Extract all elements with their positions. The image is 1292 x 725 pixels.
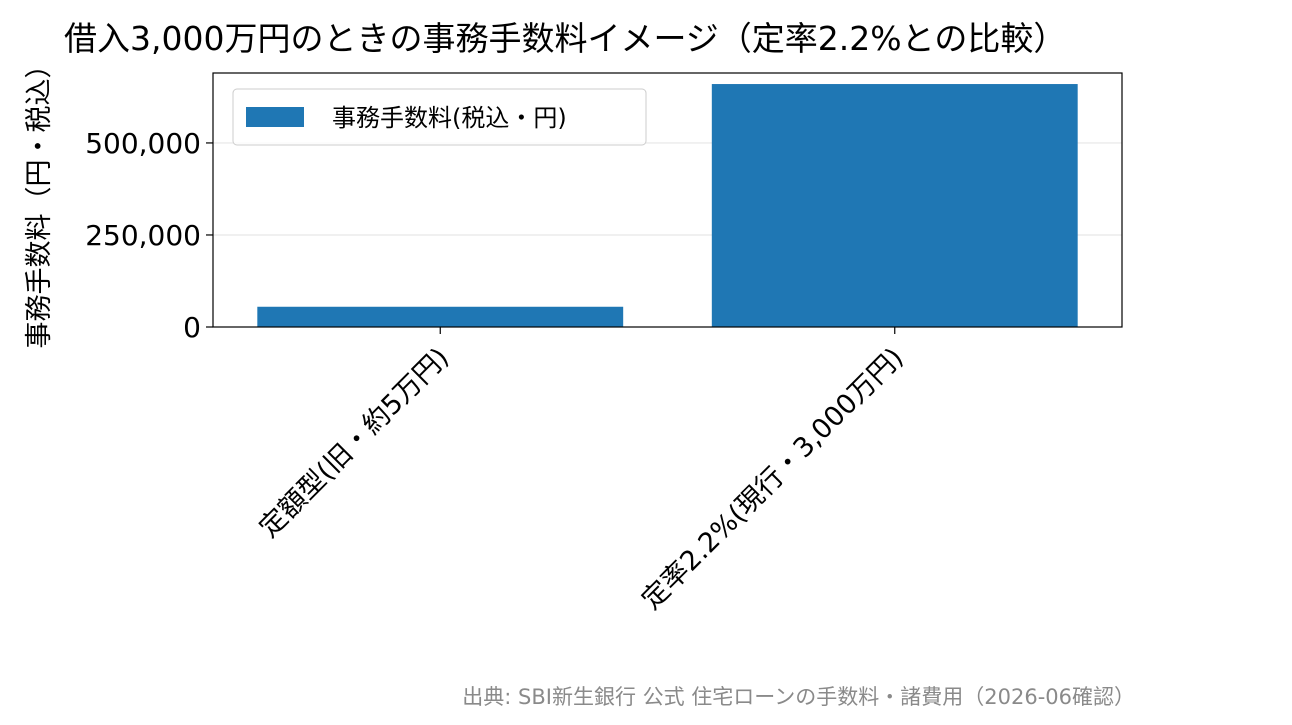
y-tick-label: 0 (183, 311, 201, 344)
x-tick-label: 定額型(旧・約5万円) (253, 342, 455, 544)
legend-frame (232, 88, 647, 146)
bar (257, 306, 624, 327)
legend: 事務手数料(税込・円) (232, 88, 647, 146)
y-tick-label: 500,000 (85, 127, 201, 160)
legend-entry: 事務手数料(税込・円) (332, 104, 567, 132)
bars (257, 84, 1078, 327)
source-note: 出典: SBI新生銀行 公式 住宅ローンの手数料・諸費用（2026-06確認） (462, 685, 1135, 709)
chart-title: 借入3,000万円のときの事務手数料イメージ（定率2.2%との比較） (64, 19, 1066, 58)
y-axis-label: 事務手数料（円・税込） (24, 52, 55, 349)
x-axis-ticks: 定額型(旧・約5万円) 定率2.2%(現行・3,000万円) (253, 327, 910, 616)
bar (711, 84, 1078, 327)
x-tick-label: 定率2.2%(現行・3,000万円) (636, 342, 910, 616)
plot-frame (212, 72, 1123, 328)
legend-swatch (246, 107, 304, 127)
y-axis-ticks: 0 250,000 500,000 (85, 127, 213, 344)
y-tick-label: 250,000 (85, 219, 201, 252)
